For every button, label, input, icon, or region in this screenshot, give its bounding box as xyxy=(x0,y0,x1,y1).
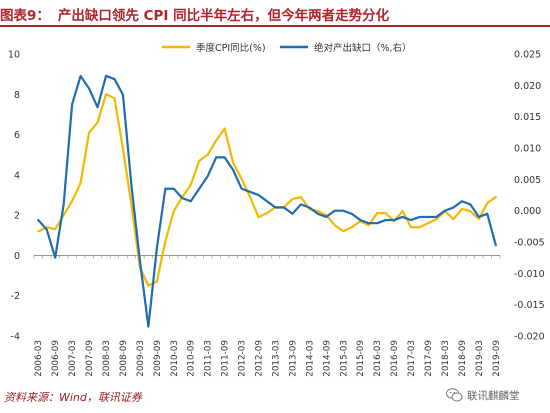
figure-title: 图表9： 产出缺口领先 CPI 同比半年左右，但今年两者走势分化 xyxy=(0,4,550,24)
cpi-series-line xyxy=(37,93,497,287)
y-left-tick-label: 6 xyxy=(14,130,20,141)
legend-label-cpi: 季度CPI同比(%) xyxy=(196,42,266,54)
x-tick-label: 2017-03 xyxy=(407,340,417,377)
x-tick-label: 2006-03 xyxy=(34,340,44,377)
y-right-tick-label: 0.000 xyxy=(514,206,541,217)
x-tick-label: 2017-09 xyxy=(424,340,434,377)
figure-title-text: 产出缺口领先 CPI 同比半年左右，但今年两者走势分化 xyxy=(57,8,390,24)
figure-label: 图表9： xyxy=(0,8,50,24)
x-tick-label: 2018-09 xyxy=(458,340,468,377)
line-chart: 季度CPI同比(%) 绝对产出缺口（%,右） -4 -2 0 2 4 6 8 10 -0.020… xyxy=(8,42,545,377)
legend: 季度CPI同比(%) 绝对产出缺口（%,右） xyxy=(162,42,412,54)
x-tick-label: 2011-09 xyxy=(221,340,231,377)
y-left-tick-label: 0 xyxy=(14,251,20,262)
header-divider xyxy=(0,25,550,27)
x-tick-label: 2019-03 xyxy=(475,340,485,377)
x-tick-label: 2014-03 xyxy=(305,340,315,377)
y-right-tick-label: 0.015 xyxy=(514,112,541,123)
x-tick-label: 2015-09 xyxy=(356,340,366,377)
x-tick-label: 2014-09 xyxy=(322,340,332,377)
y-left-tick-label: 2 xyxy=(14,211,20,222)
x-tick-label: 2010-09 xyxy=(187,340,197,377)
x-tick-label: 2008-03 xyxy=(102,340,112,377)
y-left-tick-label: 10 xyxy=(8,50,20,61)
legend-label-output-gap: 绝对产出缺口（%,右） xyxy=(314,42,412,54)
y-right-tick-label: 0.025 xyxy=(514,50,541,61)
axes: -4 -2 0 2 4 6 8 10 -0.020 -0.015 -0.010 -0.005 0.000… xyxy=(8,50,545,377)
x-tick-label: 2010-03 xyxy=(170,340,180,377)
y-right-tick-label: -0.010 xyxy=(514,269,545,280)
x-tick-label: 2008-09 xyxy=(119,340,129,377)
plot-lines xyxy=(37,74,497,328)
output-gap-series-line xyxy=(37,74,497,328)
y-right-tick-label: 0.020 xyxy=(514,81,541,92)
x-tick-label: 2015-03 xyxy=(339,340,349,377)
x-tick-label: 2016-09 xyxy=(390,340,400,377)
x-tick-label: 2013-09 xyxy=(288,340,298,377)
source-note: 资料来源：Wind，联讯证券 xyxy=(4,391,142,404)
watermark: 联讯麒麟堂 xyxy=(446,387,520,403)
y-right-tick-label: -0.020 xyxy=(514,332,545,343)
x-tick-label: 2011-03 xyxy=(204,340,214,377)
x-tick-label: 2006-09 xyxy=(51,340,61,377)
y-left-tick-label: -2 xyxy=(11,291,20,302)
x-tick-label: 2007-03 xyxy=(68,340,78,377)
x-tick-label: 2012-03 xyxy=(238,340,248,377)
y-left-tick-label: 8 xyxy=(14,90,20,101)
y-left-tick-label: -4 xyxy=(11,332,20,343)
watermark-text: 联讯麒麟堂 xyxy=(467,389,520,402)
x-tick-label: 2012-09 xyxy=(255,340,265,377)
x-tick-label: 2009-09 xyxy=(153,340,163,377)
x-tick-label: 2007-09 xyxy=(85,340,95,377)
y-left-tick-label: 4 xyxy=(14,170,20,181)
y-right-tick-label: 0.005 xyxy=(514,175,541,186)
y-right-tick-label: -0.005 xyxy=(514,238,545,249)
y-right-tick-label: 0.010 xyxy=(514,144,541,155)
x-tick-label: 2019-09 xyxy=(492,340,502,377)
figure-header: 图表9： 产出缺口领先 CPI 同比半年左右，但今年两者走势分化 xyxy=(0,0,550,27)
x-tick-label: 2013-03 xyxy=(271,340,281,377)
y-right-tick-label: -0.015 xyxy=(514,300,545,311)
x-tick-label: 2016-03 xyxy=(373,340,383,377)
wechat-icon xyxy=(446,388,463,402)
x-tick-label: 2018-03 xyxy=(441,340,451,377)
x-tick-label: 2009-03 xyxy=(136,340,146,377)
